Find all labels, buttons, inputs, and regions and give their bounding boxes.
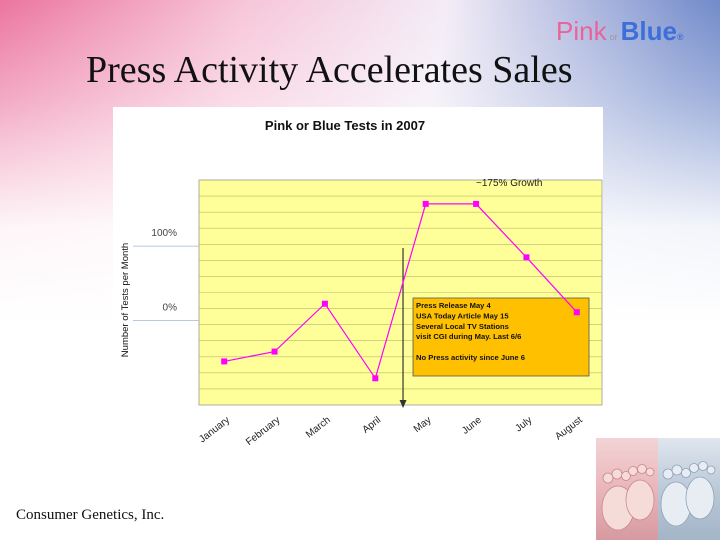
x-tick-label: February xyxy=(244,415,282,448)
x-tick-label: April xyxy=(361,415,384,436)
company-footer: Consumer Genetics, Inc. xyxy=(16,507,165,523)
data-point xyxy=(473,200,480,207)
press-box-line: Several Local TV Stations xyxy=(416,322,509,331)
brand-logo: Pink or Blue ® xyxy=(556,16,684,48)
data-point xyxy=(372,375,379,382)
growth-annotation: ~175% Growth xyxy=(476,178,542,189)
data-point xyxy=(523,254,530,261)
reference-lines: 100% 0% xyxy=(133,228,199,322)
x-tick-label: June xyxy=(460,414,484,436)
y-axis-label: Number of Tests per Month xyxy=(120,243,131,357)
baby-feet-icon xyxy=(601,461,716,531)
reference-label: 100% xyxy=(151,228,177,239)
press-box-line: USA Today Article May 15 xyxy=(416,311,509,320)
x-tick-label: August xyxy=(553,415,584,443)
series-path xyxy=(224,203,578,380)
line-chart: Pink or Blue Tests in 2007 100% 0% Number… xyxy=(120,118,603,448)
baby-feet-photo xyxy=(596,438,720,540)
data-point xyxy=(321,300,328,307)
x-tick-label: July xyxy=(513,415,534,435)
logo-blue-word: Blue xyxy=(620,16,677,46)
press-box-line: No Press activity since June 6 xyxy=(416,353,525,362)
series-line xyxy=(221,200,580,382)
logo-pink-word: Pink xyxy=(556,16,607,46)
grid-lines xyxy=(199,195,602,390)
press-box-line: Press Release May 4 xyxy=(416,301,492,310)
logo-or-word: or xyxy=(609,32,618,42)
x-tick-label: May xyxy=(412,415,434,435)
data-point xyxy=(271,348,278,355)
data-point xyxy=(422,200,429,207)
chart-title: Pink or Blue Tests in 2007 xyxy=(265,118,425,133)
press-box-background xyxy=(412,297,590,377)
logo-registered-mark: ® xyxy=(676,32,684,42)
arrow-head xyxy=(399,400,407,408)
slide-title: Press Activity Accelerates Sales xyxy=(86,49,573,91)
data-point xyxy=(221,358,228,365)
x-tick-label: March xyxy=(304,415,333,441)
x-tick-labels: January February March April May June July Augu… xyxy=(197,414,585,448)
reference-label: 0% xyxy=(163,303,178,314)
data-point xyxy=(573,309,580,316)
x-tick-label: January xyxy=(197,415,232,446)
press-arrow xyxy=(399,248,407,408)
press-box-line: visit CGI during May. Last 6/6 xyxy=(416,332,521,341)
